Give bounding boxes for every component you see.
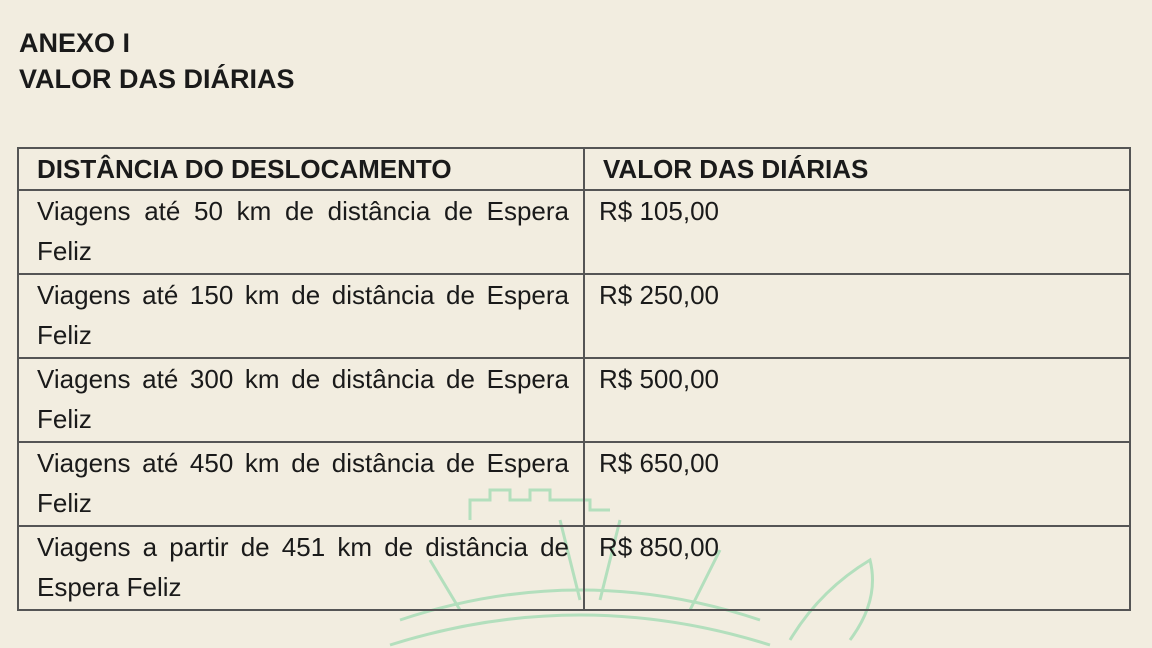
- document-subtitle: VALOR DAS DIÁRIAS: [19, 64, 295, 94]
- table-row: Viagens até 450 km de distância de Esper…: [17, 441, 1131, 527]
- distance-cell: Viagens a partir de 451 km de distância …: [17, 525, 585, 611]
- distance-cell: Viagens até 300 km de distância de Esper…: [17, 357, 585, 443]
- daily-allowance-table: DISTÂNCIA DO DESLOCAMENTO VALOR DAS DIÁR…: [17, 147, 1131, 611]
- table-row: Viagens até 150 km de distância de Esper…: [17, 273, 1131, 359]
- table-row: Viagens até 50 km de distância de Espera…: [17, 189, 1131, 275]
- header-value: VALOR DAS DIÁRIAS: [583, 147, 1131, 191]
- table-header-row: DISTÂNCIA DO DESLOCAMENTO VALOR DAS DIÁR…: [17, 147, 1131, 191]
- value-cell: R$ 850,00: [583, 525, 1131, 611]
- distance-cell: Viagens até 50 km de distância de Espera…: [17, 189, 585, 275]
- table-row: Viagens a partir de 451 km de distância …: [17, 525, 1131, 611]
- table-row: Viagens até 300 km de distância de Esper…: [17, 357, 1131, 443]
- header-distance: DISTÂNCIA DO DESLOCAMENTO: [17, 147, 585, 191]
- distance-cell: Viagens até 450 km de distância de Esper…: [17, 441, 585, 527]
- value-cell: R$ 650,00: [583, 441, 1131, 527]
- distance-cell: Viagens até 150 km de distância de Esper…: [17, 273, 585, 359]
- value-cell: R$ 105,00: [583, 189, 1131, 275]
- annex-title: ANEXO I: [19, 28, 131, 58]
- value-cell: R$ 250,00: [583, 273, 1131, 359]
- value-cell: R$ 500,00: [583, 357, 1131, 443]
